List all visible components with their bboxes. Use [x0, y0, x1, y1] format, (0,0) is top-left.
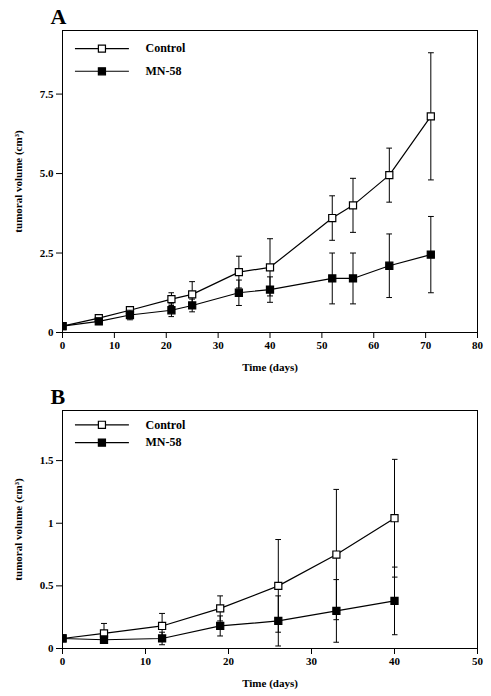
svg-text:MN-58: MN-58 [146, 435, 182, 449]
svg-text:0.5: 0.5 [40, 579, 54, 591]
svg-text:40: 40 [265, 339, 277, 351]
svg-text:MN-58: MN-58 [146, 64, 182, 78]
svg-text:10: 10 [109, 339, 121, 351]
svg-text:0: 0 [60, 655, 66, 667]
svg-text:60: 60 [368, 339, 380, 351]
svg-text:tumoral volume (cm³): tumoral volume (cm³) [12, 478, 25, 581]
svg-text:7.5: 7.5 [40, 88, 54, 100]
svg-text:50: 50 [316, 339, 328, 351]
svg-text:Control: Control [146, 418, 186, 432]
svg-text:Control: Control [146, 41, 186, 55]
svg-text:5.0: 5.0 [40, 167, 54, 179]
svg-text:20: 20 [223, 655, 235, 667]
svg-text:B: B [51, 384, 66, 409]
svg-text:30: 30 [306, 655, 318, 667]
svg-text:50: 50 [472, 655, 484, 667]
svg-text:2.5: 2.5 [40, 247, 54, 259]
svg-text:40: 40 [389, 655, 401, 667]
svg-text:Time (days): Time (days) [242, 677, 298, 690]
svg-text:1.5: 1.5 [40, 454, 54, 466]
svg-text:tumoral volume (cm³): tumoral volume (cm³) [12, 130, 25, 233]
svg-text:10: 10 [140, 655, 152, 667]
svg-text:Time (days): Time (days) [242, 361, 298, 374]
svg-text:0: 0 [60, 339, 66, 351]
svg-text:20: 20 [161, 339, 173, 351]
svg-text:A: A [51, 4, 67, 29]
svg-text:70: 70 [420, 339, 432, 351]
svg-text:80: 80 [472, 339, 484, 351]
svg-text:1: 1 [48, 517, 54, 529]
svg-text:30: 30 [213, 339, 225, 351]
svg-text:0: 0 [48, 642, 54, 654]
svg-text:0: 0 [48, 326, 54, 338]
